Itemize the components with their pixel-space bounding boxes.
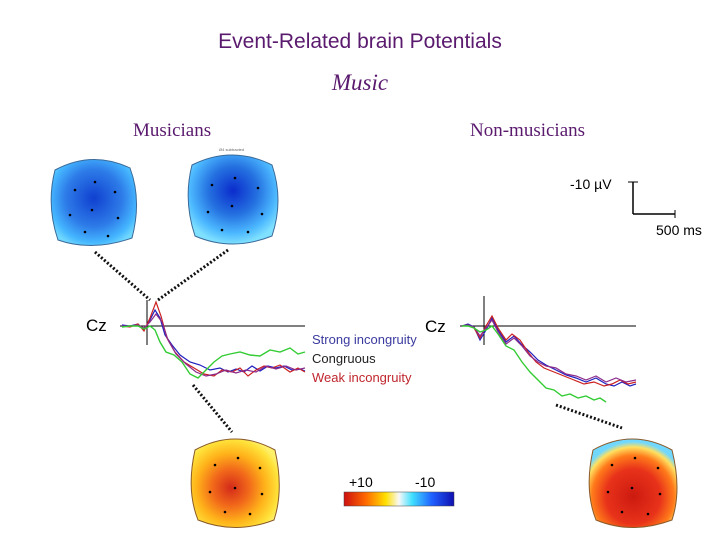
erp-panel-non-musicians	[460, 296, 637, 403]
group-label-non-musicians: Non-musicians	[470, 120, 586, 141]
topomap-musicians-bottom	[190, 438, 280, 528]
trace-musicians-congruous	[122, 313, 306, 377]
topomap-musicians-left	[50, 159, 138, 247]
legend-item-congruous: Congruous	[312, 351, 376, 366]
topomap-musicians-right	[187, 154, 279, 245]
scale-bar	[628, 181, 676, 218]
connector-non-musicians-map	[555, 403, 623, 430]
group-label-musicians: Musicians	[133, 120, 212, 141]
trace-musicians-weak-incongruity	[121, 300, 306, 377]
trace-non-musicians-green	[462, 325, 607, 403]
connector-left-map	[94, 250, 151, 302]
colorbar-label-positive: +10	[349, 474, 373, 490]
connector-bottom-map	[191, 384, 234, 433]
topomap-non-musicians-bottom	[588, 438, 678, 528]
legend: Strong incongruity Congruous Weak incong…	[312, 330, 417, 387]
scale-amplitude-label: -10 µV	[570, 176, 612, 192]
scale-time-label: 500 ms	[656, 222, 702, 238]
connector-lines	[94, 248, 623, 433]
electrode-label-left: Cz	[86, 316, 107, 335]
legend-item-weak-incongruity: Weak incongruity	[312, 370, 412, 385]
colorbar	[343, 491, 455, 507]
tiny-map-label: Ø4 subtracted	[219, 147, 244, 152]
trace-non-musicians-congruous	[461, 318, 637, 383]
legend-item-strong-incongruity: Strong incongruity	[312, 332, 417, 347]
colorbar-label-negative: -10	[415, 474, 436, 490]
trace-musicians-strong-incongruity	[121, 308, 306, 373]
erp-panel-musicians	[120, 300, 306, 379]
page-subtitle: Music	[331, 70, 389, 95]
trace-musicians-green	[121, 325, 306, 379]
connector-right-map	[157, 248, 229, 302]
electrode-label-right: Cz	[425, 317, 446, 336]
page-title: Event-Related brain Potentials	[218, 30, 502, 53]
